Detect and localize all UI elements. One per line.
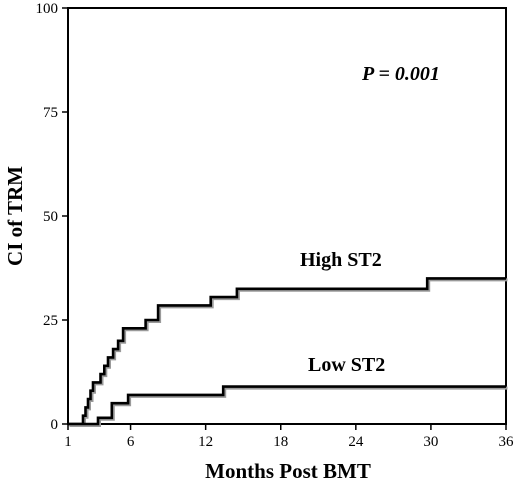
y-tick-label: 100 (36, 1, 59, 17)
x-tick-label: 30 (423, 434, 438, 450)
series-line-high-st2 (68, 277, 506, 426)
x-axis-title: Months Post BMT (205, 459, 371, 483)
series-label-high-st2: High ST2 (300, 249, 382, 271)
series-line-low-st2 (68, 385, 506, 426)
y-tick-label: 25 (43, 313, 58, 329)
x-tick-label: 36 (499, 434, 515, 450)
axes (67, 7, 507, 425)
series-label-low-st2: Low ST2 (308, 354, 385, 376)
x-tick-label: 1 (64, 434, 72, 450)
p-value-annotation: P = 0.001 (361, 63, 440, 85)
series-line-shadow-1 (69, 386, 508, 427)
y-tick-label: 0 (51, 417, 59, 433)
x-tick-label: 6 (127, 434, 135, 450)
y-axis-title: CI of TRM (3, 166, 27, 266)
y-tick-label: 50 (43, 209, 58, 225)
y-tick-label: 75 (43, 105, 58, 121)
x-tick-label: 24 (348, 434, 364, 450)
series-lines (68, 277, 508, 427)
x-tick-label: 12 (198, 434, 213, 450)
x-tick-label: 18 (273, 434, 288, 450)
plot-frame (67, 7, 507, 425)
series-line-shadow-0 (69, 278, 508, 427)
ticks: 0 25 50 75 100 1 6 12 18 24 30 36 (36, 1, 515, 450)
